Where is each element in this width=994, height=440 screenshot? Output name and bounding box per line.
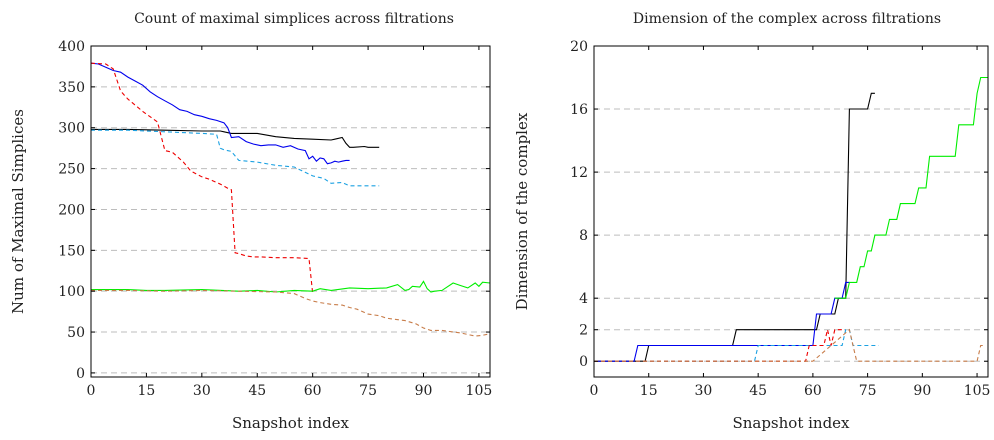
chart-panel-0: 0 15 30 45 60 75 90 105 0 50 100 150 200 250 300 350 400… (9, 11, 492, 432)
series-line-0 (91, 128, 380, 148)
series-line-2 (594, 329, 879, 362)
series-line-3 (91, 62, 314, 294)
y-axis-label: Dimension of the complex (513, 112, 531, 310)
y-tick-label-3: 8 (579, 228, 588, 244)
x-tick-label-1: 15 (640, 383, 658, 399)
x-tick-label-1: 15 (138, 383, 156, 399)
series-line-0 (594, 92, 875, 362)
chart-panel-1: 0 15 30 45 60 75 90 105 0 2 4 8 12 16 20 Dimension of t… (513, 11, 990, 432)
x-tick-label-6: 90 (913, 383, 931, 399)
x-tick-label-2: 30 (695, 383, 713, 399)
y-tick-label-5: 16 (570, 102, 588, 118)
x-axis-label: Snapshot index (232, 414, 350, 432)
y-tick-label-1: 50 (67, 325, 85, 341)
y-tick-label-7: 350 (58, 80, 85, 96)
y-tick-label-6: 300 (58, 121, 85, 137)
y-axis-label: Num of Maximal Simplices (9, 109, 27, 314)
y-tick-label-0: 0 (76, 366, 85, 382)
y-tick-label-6: 20 (570, 39, 588, 55)
x-tick-label-3: 45 (248, 383, 266, 399)
series-line-2 (91, 129, 380, 187)
x-tick-label-5: 75 (859, 383, 877, 399)
x-tick-label-7: 105 (964, 383, 991, 399)
y-tick-label-2: 4 (579, 291, 588, 307)
plot-frame (90, 45, 491, 378)
y-tick-label-8: 400 (58, 39, 85, 55)
x-tick-label-4: 60 (804, 383, 822, 399)
x-tick-label-0: 0 (87, 383, 96, 399)
y-tick-label-4: 200 (58, 202, 85, 218)
y-tick-label-2: 100 (58, 284, 85, 300)
series-line-5 (594, 328, 985, 362)
chart-title: Count of maximal simplices across filtra… (134, 11, 454, 27)
x-tick-label-7: 105 (466, 383, 493, 399)
y-tick-label-5: 250 (58, 162, 85, 178)
y-tick-label-1: 2 (579, 323, 588, 339)
y-tick-label-4: 12 (570, 165, 588, 181)
series-line-4 (834, 76, 988, 299)
series-line-5 (91, 289, 490, 337)
x-tick-label-3: 45 (749, 383, 767, 399)
x-tick-label-4: 60 (304, 383, 322, 399)
x-tick-label-2: 30 (193, 383, 211, 399)
chart-title: Dimension of the complex across filtrati… (633, 11, 941, 27)
series-line-1 (594, 281, 850, 362)
x-tick-label-0: 0 (590, 383, 599, 399)
x-tick-label-5: 75 (359, 383, 377, 399)
y-tick-label-0: 0 (579, 354, 588, 370)
series-line-1 (91, 62, 350, 165)
plot-frame (593, 45, 989, 378)
x-axis-label: Snapshot index (732, 414, 850, 432)
x-tick-label-6: 90 (415, 383, 433, 399)
y-tick-label-3: 150 (58, 243, 85, 259)
